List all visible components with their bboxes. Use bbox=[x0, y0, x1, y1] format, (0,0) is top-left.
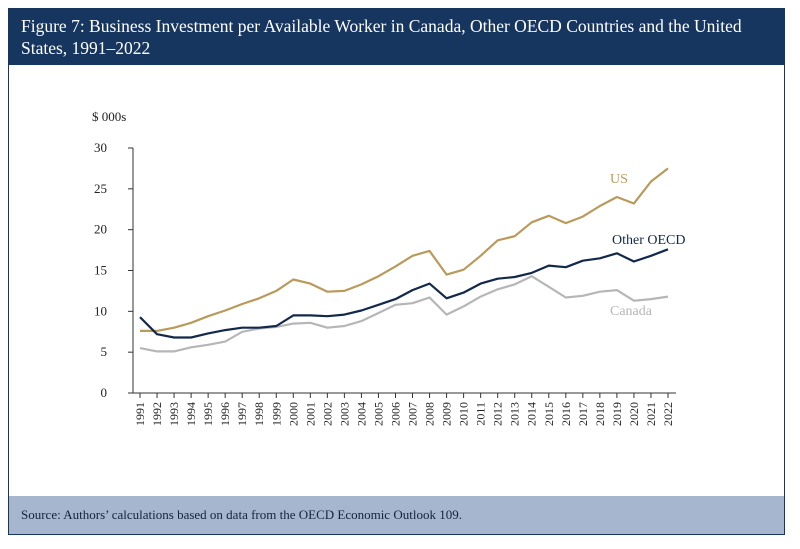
x-tick-label: 2013 bbox=[508, 402, 522, 426]
series-line-other-oecd bbox=[139, 248, 669, 339]
x-tick-label: 2011 bbox=[474, 402, 488, 426]
y-tick-label: 30 bbox=[94, 140, 107, 155]
x-tick-label: 1998 bbox=[252, 402, 266, 426]
x-tick-label: 1993 bbox=[167, 402, 181, 426]
x-tick-label: 1992 bbox=[150, 402, 164, 426]
x-tick-label: 2002 bbox=[320, 402, 334, 426]
series-line-canada bbox=[139, 275, 669, 353]
source-note: Source: Authors’ calculations based on d… bbox=[9, 496, 784, 534]
x-tick-label: 1999 bbox=[269, 402, 283, 426]
y-tick-label: 25 bbox=[94, 181, 107, 196]
x-tick-label: 2005 bbox=[371, 402, 385, 426]
x-tick-label: 1996 bbox=[218, 402, 232, 426]
series-label-us: US bbox=[610, 172, 628, 187]
x-tick-label: 2009 bbox=[440, 402, 454, 426]
series-label-other-oecd: Other OECD bbox=[612, 233, 686, 248]
y-tick-label: 15 bbox=[94, 263, 107, 278]
y-tick-label: 5 bbox=[101, 344, 108, 359]
x-tick-label: 2020 bbox=[627, 402, 641, 426]
x-tick-label: 2001 bbox=[303, 402, 317, 426]
y-tick-label: 10 bbox=[94, 303, 107, 318]
y-tick-label: 0 bbox=[101, 385, 108, 400]
x-tick-label: 2014 bbox=[525, 402, 539, 426]
x-tick-label: 1991 bbox=[133, 402, 147, 426]
x-tick-label: 2008 bbox=[423, 402, 437, 426]
x-tick-label: 2015 bbox=[542, 402, 556, 426]
x-tick-label: 2006 bbox=[388, 402, 402, 426]
x-tick-label: 1995 bbox=[201, 402, 215, 426]
series-line-us bbox=[140, 167, 669, 332]
x-tick-label: 1997 bbox=[235, 402, 249, 426]
x-tick-label: 2022 bbox=[661, 402, 675, 426]
series-lines bbox=[139, 167, 669, 353]
x-tick-label: 2007 bbox=[406, 402, 420, 426]
x-tick-label: 2012 bbox=[491, 402, 505, 426]
x-tick-label: 2016 bbox=[559, 402, 573, 426]
axes: 0 5 10 15 20 25 30 1991 1992 1993 1994 1995 1996 1997… bbox=[94, 140, 676, 426]
series-label-canada: Canada bbox=[610, 304, 653, 319]
y-axis-unit-label: $ 000s bbox=[92, 109, 126, 124]
x-tick-label: 2018 bbox=[593, 402, 607, 426]
x-tick-label: 2019 bbox=[610, 402, 624, 426]
figure-frame: Figure 7: Business Investment per Availa… bbox=[8, 8, 785, 535]
x-tick-label: 2000 bbox=[286, 402, 300, 426]
x-tick-label: 2003 bbox=[337, 402, 351, 426]
x-tick-label: 2004 bbox=[354, 402, 368, 426]
y-tick-label: 20 bbox=[94, 222, 107, 237]
x-tick-label: 2021 bbox=[644, 402, 658, 426]
x-tick-label: 2010 bbox=[457, 402, 471, 426]
series-labels: US Other OECD Canada bbox=[610, 172, 686, 319]
x-tick-label: 1994 bbox=[184, 402, 198, 426]
figure-title: Figure 7: Business Investment per Availa… bbox=[9, 9, 784, 65]
x-tick-label: 2017 bbox=[576, 402, 590, 426]
